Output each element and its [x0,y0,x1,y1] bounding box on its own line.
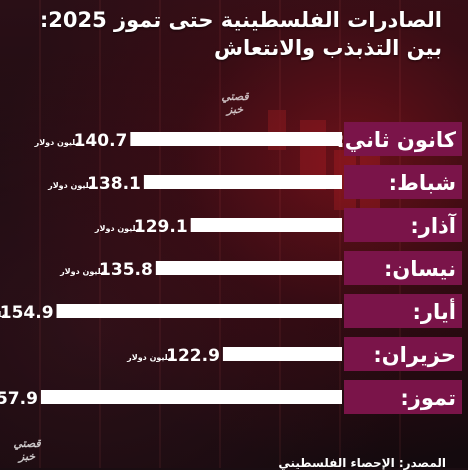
category-label-box [344,122,462,156]
value-label: 157.9 [0,389,38,409]
category-label: آذار: [410,213,456,238]
title-line-1: الصادرات الفلسطينية حتى تموز 2025: [39,8,442,32]
unit-label: مليون دولار [126,353,173,362]
brand-logo-bottom: قصتي خبز [13,437,41,463]
category-label: تموز: [400,386,456,410]
value-label: 140.7 [74,131,128,151]
category-label: كانون ثاني: [336,128,456,152]
value-label: 129.1 [134,217,188,237]
bar [222,347,342,361]
bar [130,132,342,146]
brand-logo-top: قصتي خبز [221,90,249,116]
unit-label: مليون دولار [94,224,141,233]
unit-label: مليون دولار [47,181,94,190]
bar [143,175,342,189]
bar [190,218,342,232]
bar [56,304,343,318]
category-label-box [344,380,462,414]
category-label-box [344,165,462,199]
chart-title: الصادرات الفلسطينية حتى تموز 2025: بين ا… [22,6,442,62]
source-note: المصدر: الإحصاء الفلسطيني [278,456,446,470]
category-label: نيسان: [384,257,456,281]
value-label: 154.9 [0,303,54,323]
category-label-box [344,208,462,242]
value-label: 138.1 [87,174,141,194]
bar [40,390,343,404]
category-label: شباط: [389,171,456,195]
category-label-box [344,337,462,371]
value-label: 122.9 [166,346,220,366]
category-label-box [344,251,462,285]
title-line-2: بين التذبذب والانتعاش [214,36,442,60]
category-label: أيار: [413,297,456,324]
unit-label: مليون دولار [59,267,106,276]
category-label: حزيران: [373,343,456,367]
category-label-box [344,294,462,328]
value-label: 135.8 [99,260,153,280]
unit-label: مليون دولار [0,310,7,319]
bar [155,261,342,275]
unit-label: مليون دولار [34,138,81,147]
